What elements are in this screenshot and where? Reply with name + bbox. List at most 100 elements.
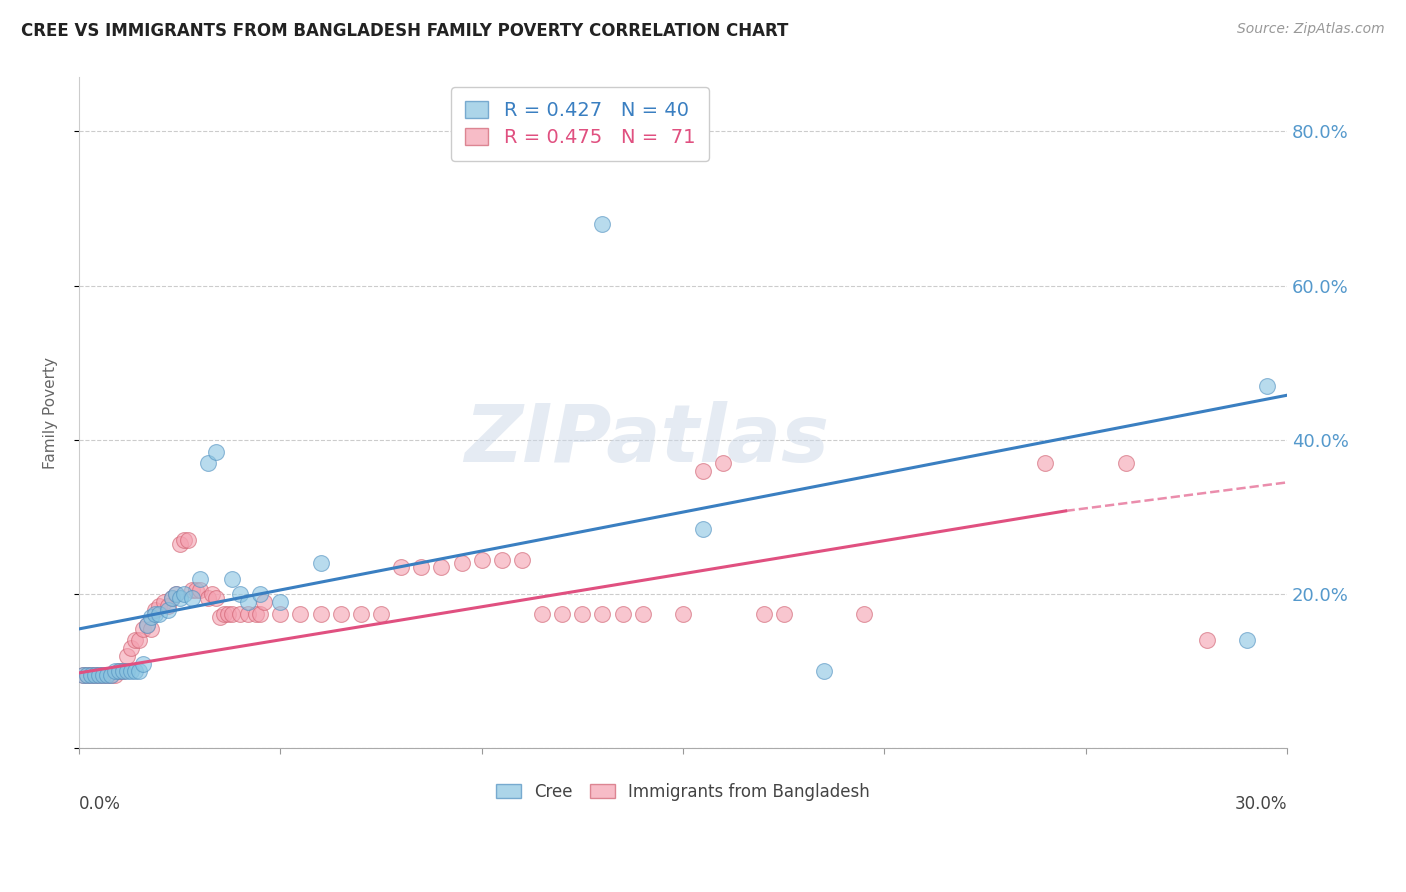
Point xyxy=(1256,379,1278,393)
Point xyxy=(672,607,695,621)
Point xyxy=(1035,456,1057,470)
Point xyxy=(141,622,163,636)
Point xyxy=(229,587,252,601)
Point xyxy=(108,665,131,679)
Point xyxy=(197,591,219,605)
Text: 30.0%: 30.0% xyxy=(1234,796,1286,814)
Point xyxy=(229,607,252,621)
Point xyxy=(208,610,231,624)
Point xyxy=(430,560,453,574)
Point xyxy=(160,591,183,605)
Point xyxy=(145,607,167,621)
Point xyxy=(551,607,574,621)
Point xyxy=(205,591,228,605)
Point xyxy=(136,618,159,632)
Point xyxy=(80,668,103,682)
Point xyxy=(692,464,714,478)
Point xyxy=(169,537,191,551)
Point xyxy=(141,610,163,624)
Point xyxy=(91,668,114,682)
Point xyxy=(1115,456,1137,470)
Point xyxy=(156,599,179,613)
Point xyxy=(1195,633,1218,648)
Point xyxy=(201,587,224,601)
Point xyxy=(853,607,876,621)
Point xyxy=(112,665,135,679)
Point xyxy=(148,599,170,613)
Point xyxy=(217,607,239,621)
Point xyxy=(176,533,198,548)
Point xyxy=(510,552,533,566)
Point xyxy=(197,456,219,470)
Point xyxy=(631,607,654,621)
Point xyxy=(491,552,513,566)
Point xyxy=(87,668,110,682)
Point xyxy=(91,668,114,682)
Point xyxy=(309,557,332,571)
Point xyxy=(269,595,291,609)
Point xyxy=(145,602,167,616)
Point xyxy=(221,607,243,621)
Point xyxy=(104,665,127,679)
Point xyxy=(245,607,267,621)
Point xyxy=(592,217,614,231)
Point xyxy=(96,668,118,682)
Point xyxy=(772,607,794,621)
Point xyxy=(471,552,494,566)
Point xyxy=(236,595,259,609)
Point xyxy=(165,587,187,601)
Point xyxy=(104,668,127,682)
Y-axis label: Family Poverty: Family Poverty xyxy=(44,357,58,469)
Point xyxy=(120,641,142,656)
Point xyxy=(80,668,103,682)
Point xyxy=(84,668,107,682)
Point xyxy=(612,607,634,621)
Point xyxy=(108,665,131,679)
Point xyxy=(148,607,170,621)
Point xyxy=(132,622,155,636)
Text: 0.0%: 0.0% xyxy=(79,796,121,814)
Point xyxy=(329,607,352,621)
Point xyxy=(249,607,271,621)
Point xyxy=(450,557,472,571)
Point xyxy=(752,607,775,621)
Point xyxy=(76,668,98,682)
Point xyxy=(136,618,159,632)
Point xyxy=(188,583,211,598)
Point xyxy=(592,607,614,621)
Point xyxy=(117,665,139,679)
Point xyxy=(156,602,179,616)
Point xyxy=(124,665,146,679)
Point xyxy=(253,595,276,609)
Point xyxy=(212,607,235,621)
Point xyxy=(132,657,155,671)
Point xyxy=(173,533,195,548)
Point xyxy=(120,665,142,679)
Text: ZIPatlas: ZIPatlas xyxy=(464,401,830,479)
Text: Source: ZipAtlas.com: Source: ZipAtlas.com xyxy=(1237,22,1385,37)
Point xyxy=(236,607,259,621)
Point xyxy=(152,595,174,609)
Point xyxy=(180,583,202,598)
Point xyxy=(1236,633,1258,648)
Point xyxy=(221,572,243,586)
Point xyxy=(128,665,150,679)
Point xyxy=(205,444,228,458)
Point xyxy=(370,607,392,621)
Point xyxy=(173,587,195,601)
Point xyxy=(531,607,554,621)
Point xyxy=(84,668,107,682)
Point xyxy=(76,668,98,682)
Point xyxy=(100,668,122,682)
Point xyxy=(72,668,94,682)
Point xyxy=(96,668,118,682)
Point xyxy=(100,668,122,682)
Point xyxy=(813,665,835,679)
Point xyxy=(87,668,110,682)
Point xyxy=(269,607,291,621)
Point xyxy=(309,607,332,621)
Point xyxy=(184,583,207,598)
Point xyxy=(571,607,593,621)
Point xyxy=(290,607,312,621)
Point xyxy=(165,587,187,601)
